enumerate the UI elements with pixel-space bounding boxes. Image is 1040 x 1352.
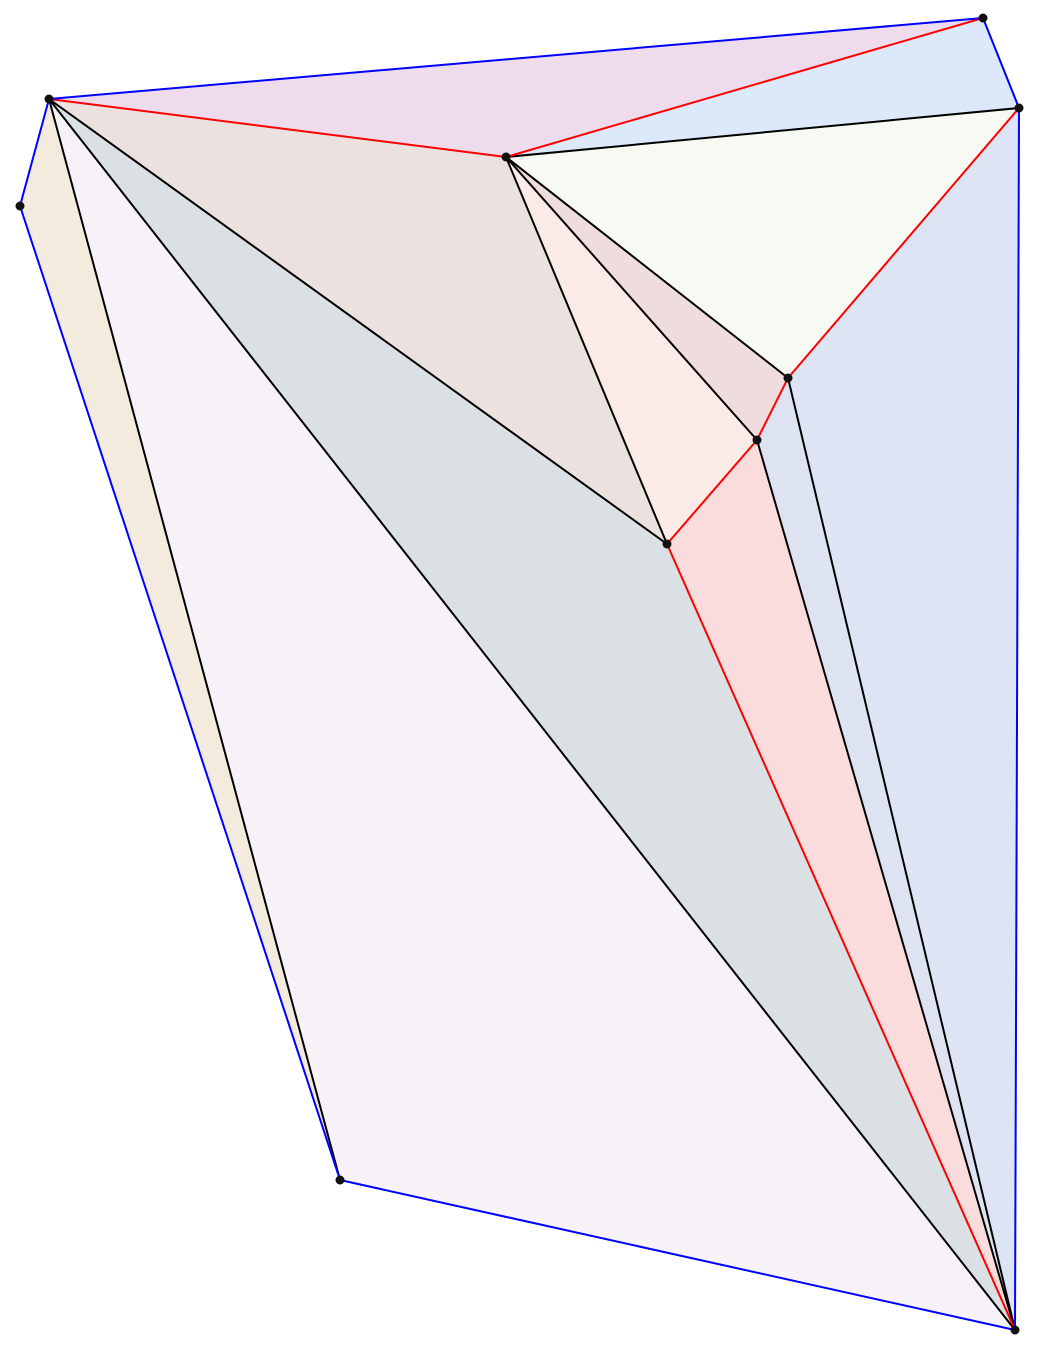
path-5-edge xyxy=(666,439,758,545)
vertices-layer xyxy=(15,13,1024,1335)
v-right-vertex xyxy=(1014,103,1024,113)
edge-center-right-edge xyxy=(505,107,1020,158)
face-green xyxy=(506,108,1019,378)
edge-a-bottomright-edge xyxy=(787,377,1016,1331)
v-inner-b-vertex xyxy=(752,435,762,445)
v-top-right-vertex xyxy=(978,13,988,23)
path-6-edge xyxy=(666,543,1016,1331)
edge-center-b-edge xyxy=(505,156,758,441)
face-pink xyxy=(667,440,1015,1330)
face-rose xyxy=(506,157,788,440)
face-blue-narrow xyxy=(757,378,1015,1330)
v-bottom-right-vertex xyxy=(1010,1325,1020,1335)
edge-center-c-edge xyxy=(505,156,668,545)
path-4-edge xyxy=(756,377,789,441)
path-1-edge xyxy=(48,98,507,158)
v-center-top-vertex xyxy=(501,152,511,162)
hull-bottom-edge xyxy=(339,1179,1016,1331)
edge-leftupper-bottomleft-edge xyxy=(48,98,341,1181)
edge-leftupper-bottomright-edge xyxy=(48,98,1016,1331)
v-inner-a-vertex xyxy=(783,373,793,383)
edge-b-bottomright-edge xyxy=(756,439,1016,1331)
v-left-vertex xyxy=(15,201,25,211)
hull-top-right-edge xyxy=(982,17,1020,109)
v-left-upper-vertex xyxy=(44,94,54,104)
hull-left-edge xyxy=(19,205,341,1181)
v-inner-c-vertex xyxy=(662,539,672,549)
edge-leftupper-c-edge xyxy=(48,98,668,545)
path-2-edge xyxy=(505,17,984,158)
edge-center-a-edge xyxy=(505,156,789,379)
faces-layer xyxy=(20,18,1019,1330)
face-top-lavender xyxy=(49,18,983,157)
v-bottom-left-vertex xyxy=(335,1175,345,1185)
face-top-right-blue xyxy=(506,18,1019,157)
face-peach xyxy=(506,157,757,544)
edges-layer xyxy=(19,17,1020,1331)
hull-top-edge xyxy=(48,17,984,100)
face-blue-right xyxy=(788,108,1019,1330)
face-cream xyxy=(20,99,340,1180)
hull-right-edge xyxy=(1014,107,1020,1331)
hull-left-top-edge xyxy=(19,98,50,207)
path-3-edge xyxy=(787,107,1020,379)
